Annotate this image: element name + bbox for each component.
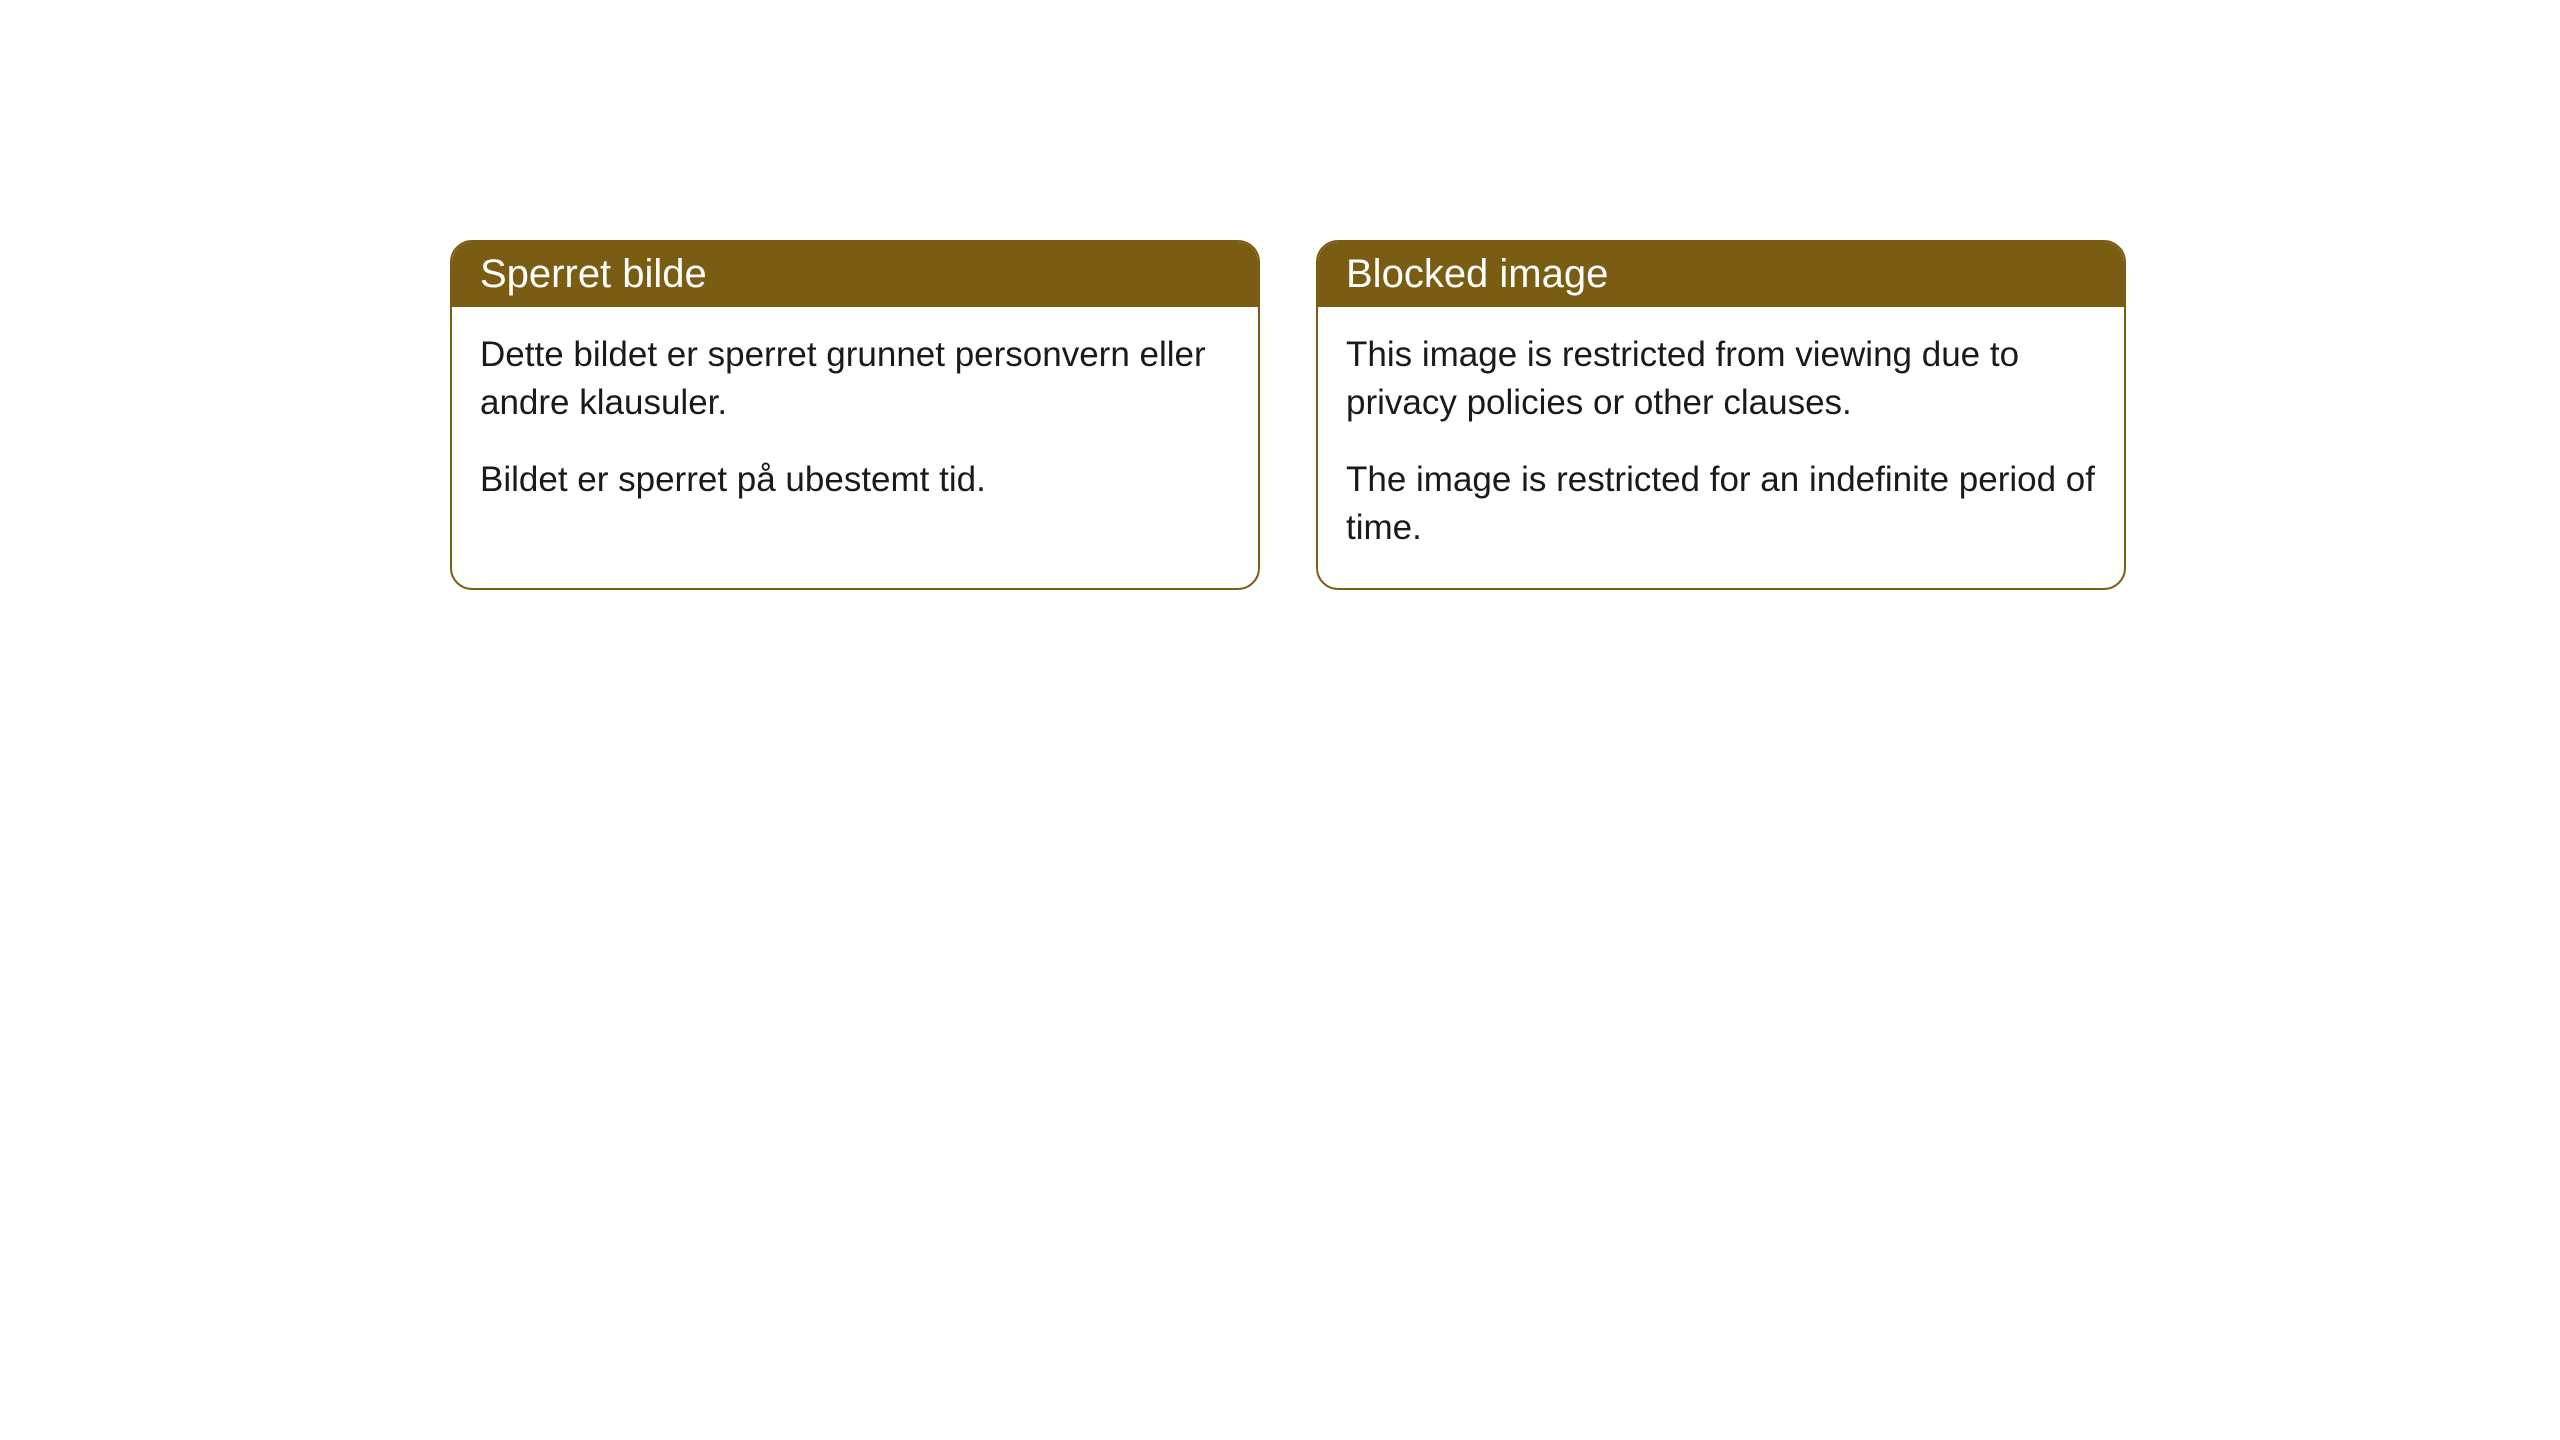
card-title: Blocked image	[1318, 242, 2124, 307]
notice-card-container: Sperret bilde Dette bildet er sperret gr…	[0, 0, 2560, 590]
card-body: This image is restricted from viewing du…	[1318, 307, 2124, 588]
card-title: Sperret bilde	[452, 242, 1258, 307]
notice-card-english: Blocked image This image is restricted f…	[1316, 240, 2126, 590]
notice-card-norwegian: Sperret bilde Dette bildet er sperret gr…	[450, 240, 1260, 590]
card-paragraph: Bildet er sperret på ubestemt tid.	[480, 456, 1230, 504]
card-paragraph: Dette bildet er sperret grunnet personve…	[480, 331, 1230, 428]
card-body: Dette bildet er sperret grunnet personve…	[452, 307, 1258, 540]
card-paragraph: This image is restricted from viewing du…	[1346, 331, 2096, 428]
card-paragraph: The image is restricted for an indefinit…	[1346, 456, 2096, 553]
